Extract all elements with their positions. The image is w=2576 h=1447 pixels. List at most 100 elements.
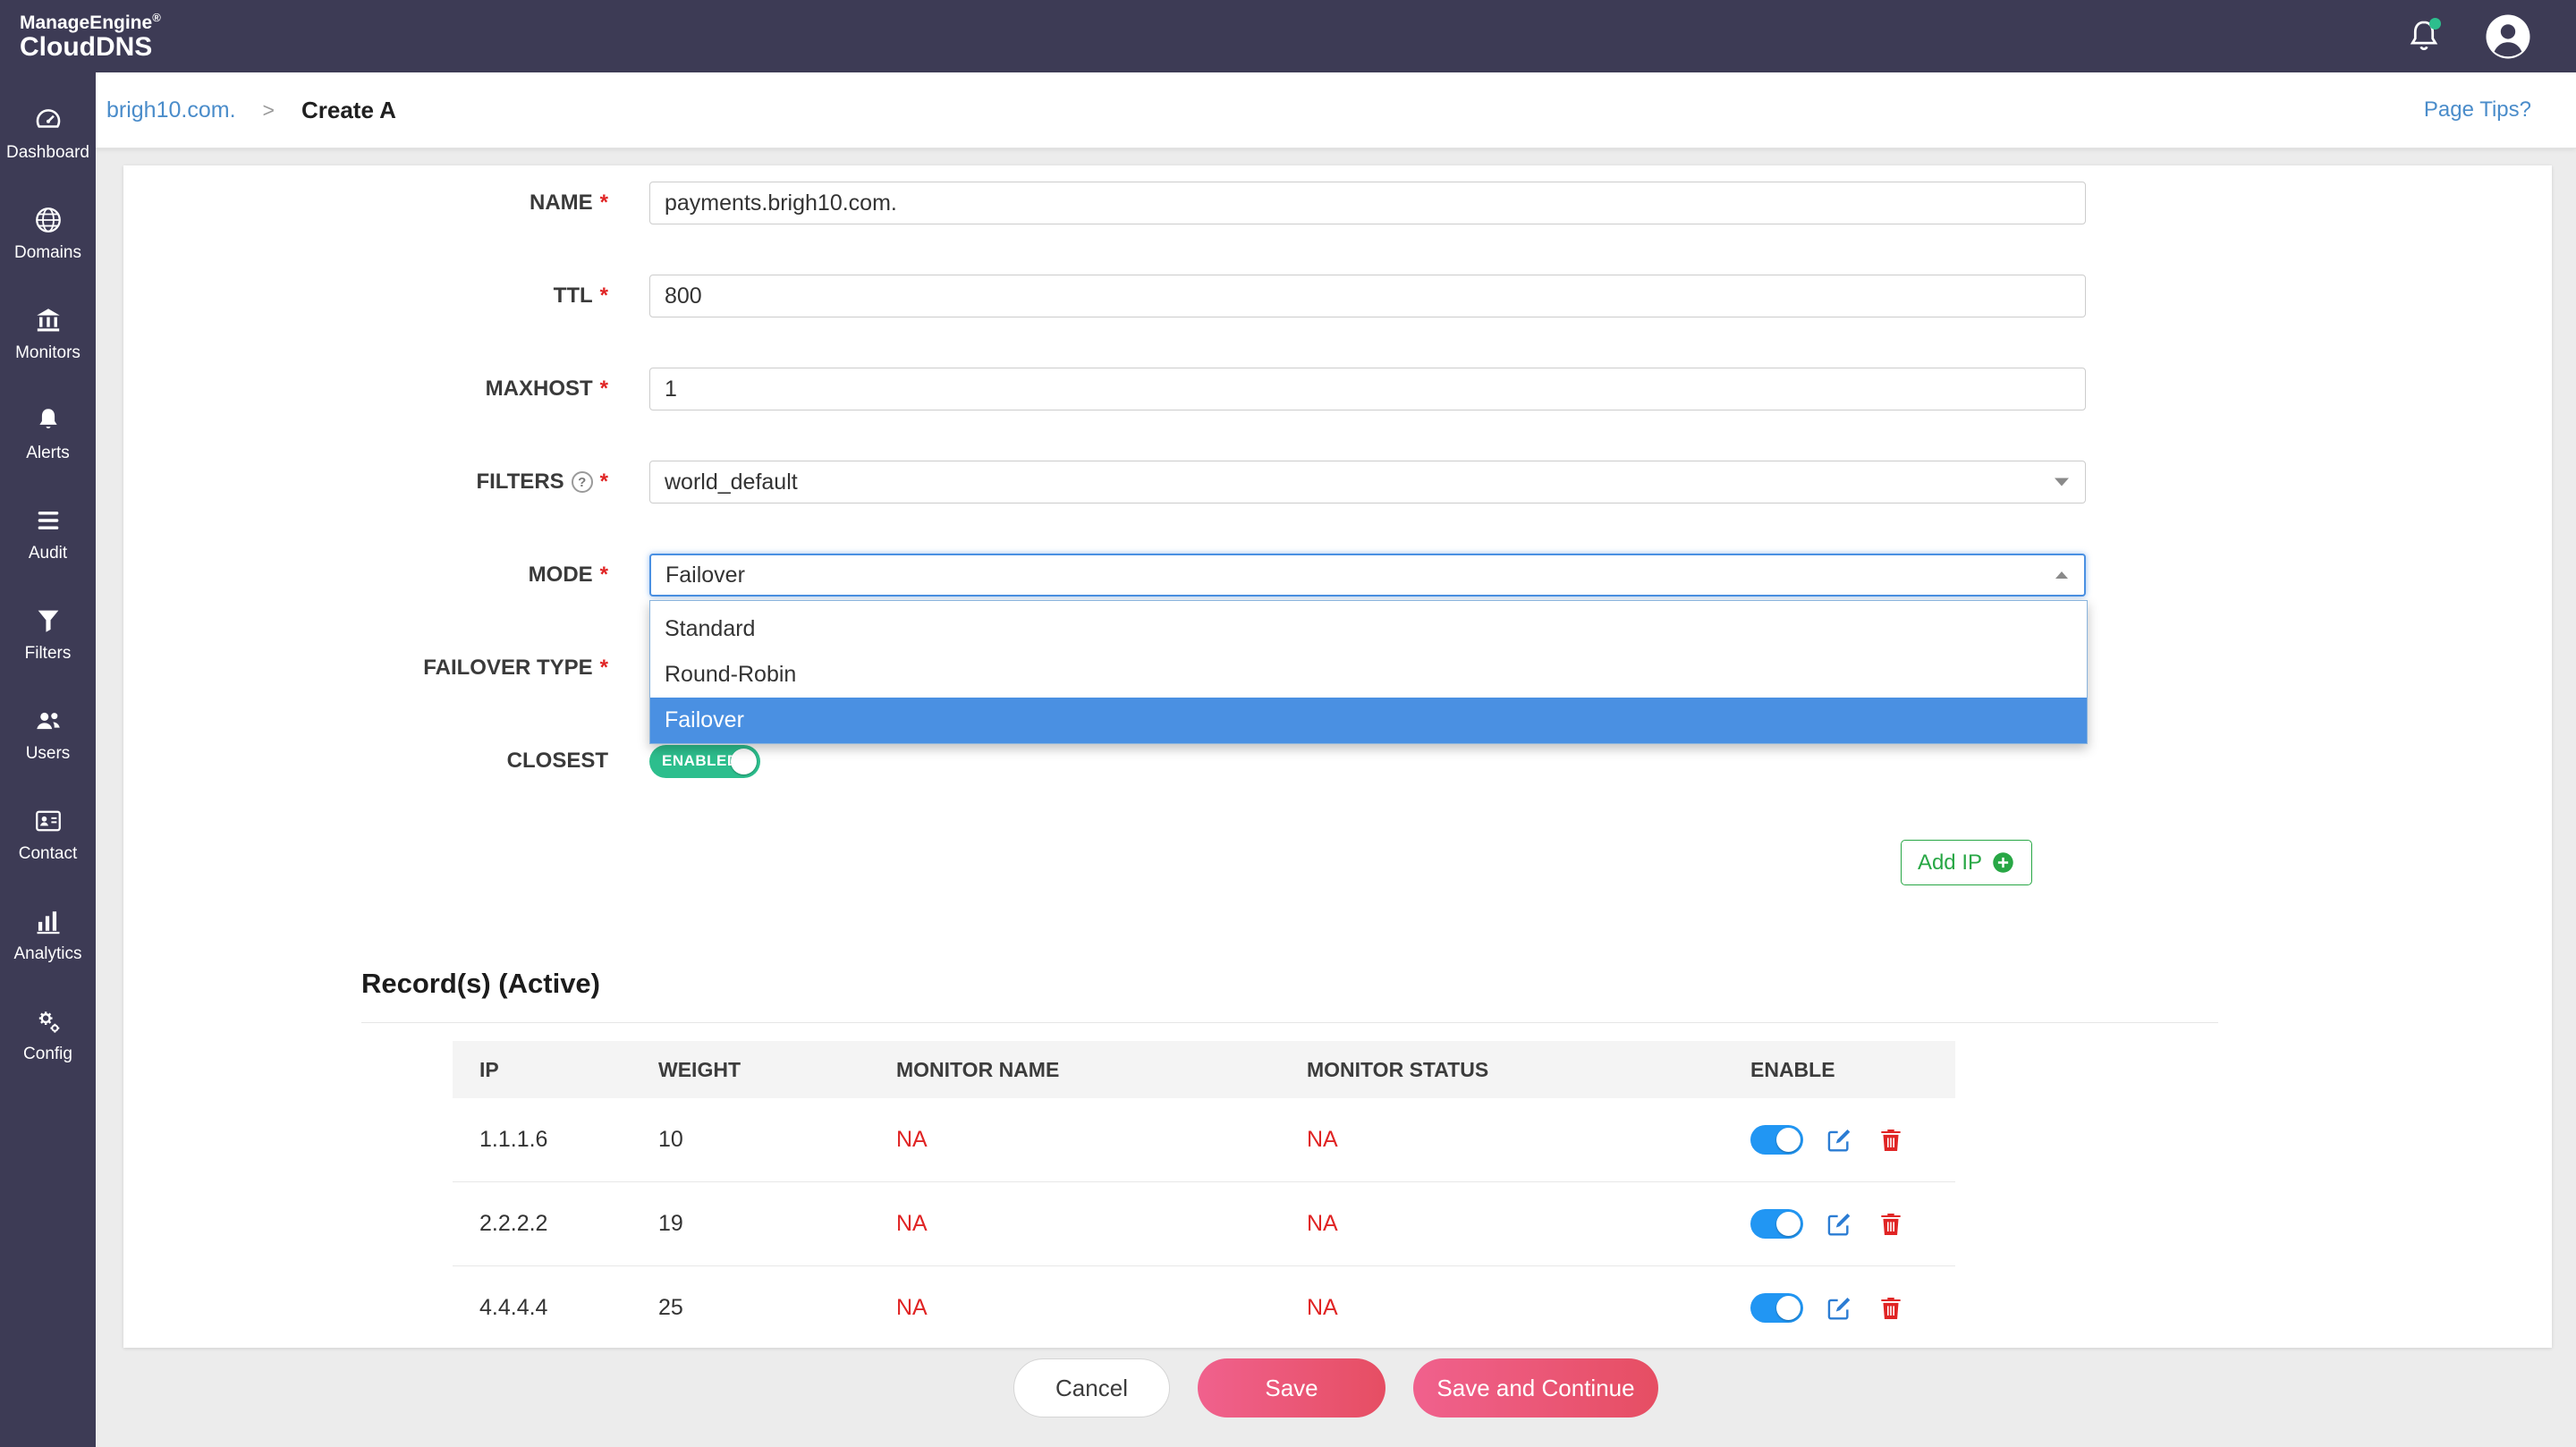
save-button[interactable]: Save — [1198, 1358, 1385, 1417]
sidebar-item-dashboard[interactable]: Dashboard — [0, 83, 96, 183]
monitor-icon — [36, 308, 60, 331]
column-header-enable: ENABLE — [1750, 1057, 1835, 1081]
sidebar: Dashboard Domains Monitors Alerts — [0, 72, 96, 1447]
plus-circle-icon — [1993, 852, 2013, 873]
config-gears-icon — [38, 1011, 59, 1033]
sidebar-item-audit[interactable]: Audit — [0, 484, 96, 584]
app-logo: ManageEngine® CloudDNS — [0, 11, 161, 62]
filters-label: FILTERS ? * — [476, 470, 608, 494]
product-name: CloudDNS — [20, 31, 153, 62]
main-content: NAME * TTL * MAXHOST * FILTERS ? * — [96, 148, 2576, 1447]
maxhost-field-row: MAXHOST * — [123, 368, 2552, 410]
record-enable-toggle[interactable] — [1750, 1293, 1803, 1323]
sidebar-item-label: Dashboard — [6, 142, 89, 162]
edit-icon[interactable] — [1823, 1124, 1855, 1156]
filter-funnel-icon — [38, 610, 58, 632]
sidebar-item-analytics[interactable]: Analytics — [0, 884, 96, 985]
record-enable-toggle[interactable] — [1750, 1209, 1803, 1239]
name-input[interactable] — [649, 182, 2086, 224]
sidebar-item-domains[interactable]: Domains — [0, 183, 96, 283]
filters-field-row: FILTERS ? * world_default — [123, 461, 2552, 503]
toggle-knob — [731, 748, 757, 774]
record-weight: 19 — [658, 1211, 683, 1236]
sidebar-item-label: Monitors — [15, 343, 80, 362]
record-monitor-name: NA — [896, 1295, 928, 1320]
sidebar-item-label: Users — [25, 743, 71, 763]
mode-label: MODE * — [528, 563, 608, 587]
sidebar-item-label: Domains — [14, 242, 81, 262]
table-header-row: IP WEIGHT MONITOR NAME MONITOR STATUS EN… — [453, 1041, 1955, 1098]
sidebar-item-config[interactable]: Config — [0, 985, 96, 1085]
users-icon — [36, 712, 60, 729]
dashboard-icon — [36, 108, 60, 128]
record-monitor-name: NA — [896, 1211, 928, 1236]
sidebar-item-users[interactable]: Users — [0, 684, 96, 784]
save-and-continue-button[interactable]: Save and Continue — [1413, 1358, 1658, 1417]
delete-icon[interactable] — [1875, 1124, 1907, 1156]
sidebar-item-label: Analytics — [13, 944, 82, 963]
sidebar-item-alerts[interactable]: Alerts — [0, 384, 96, 484]
failover-type-field-row: FAILOVER TYPE * — [123, 647, 2552, 690]
sidebar-item-label: Alerts — [26, 443, 70, 462]
edit-icon[interactable] — [1823, 1292, 1855, 1324]
mode-field-row: MODE * Failover Standard Round-Robin Fai… — [123, 554, 2552, 744]
sidebar-item-label: Audit — [28, 543, 68, 563]
closest-field-row: CLOSEST ENABLED — [123, 740, 2552, 783]
closest-toggle[interactable]: ENABLED — [649, 744, 760, 778]
mode-select[interactable]: Failover — [649, 554, 2086, 597]
required-marker: * — [599, 283, 608, 308]
table-row: 4.4.4.4 25 NA NA — [453, 1266, 1955, 1348]
filters-select[interactable]: world_default — [649, 461, 2086, 503]
mode-option-standard[interactable]: Standard — [665, 616, 756, 641]
mode-option-failover[interactable]: Failover — [650, 698, 2087, 743]
breadcrumb: brigh10.com. > Create A Page Tips? — [96, 72, 2576, 148]
delete-icon[interactable] — [1875, 1208, 1907, 1240]
notification-badge — [2429, 17, 2441, 30]
form-actions: Cancel Save Save and Continue — [96, 1358, 2576, 1417]
sidebar-item-monitors[interactable]: Monitors — [0, 283, 96, 384]
sidebar-item-filters[interactable]: Filters — [0, 584, 96, 684]
sidebar-item-label: Contact — [18, 843, 78, 863]
help-icon[interactable]: ? — [571, 471, 593, 493]
sidebar-item-label: Filters — [24, 643, 72, 663]
edit-icon[interactable] — [1823, 1208, 1855, 1240]
chevron-up-icon — [2055, 571, 2068, 579]
cancel-button[interactable]: Cancel — [1013, 1358, 1170, 1417]
delete-icon[interactable] — [1875, 1292, 1907, 1324]
record-ip: 1.1.1.6 — [479, 1127, 548, 1152]
sidebar-item-label: Config — [23, 1044, 72, 1063]
breadcrumb-separator: > — [262, 97, 275, 122]
audit-list-icon — [38, 511, 58, 529]
maxhost-input[interactable] — [649, 368, 2086, 410]
add-ip-button[interactable]: Add IP — [1900, 840, 2032, 885]
sidebar-item-contact[interactable]: Contact — [0, 784, 96, 884]
record-monitor-status: NA — [1307, 1295, 1338, 1320]
maxhost-label: MAXHOST * — [485, 377, 608, 401]
ttl-input[interactable] — [649, 275, 2086, 317]
topbar: ManageEngine® CloudDNS — [0, 0, 2576, 72]
mode-option-round-robin[interactable]: Round-Robin — [665, 662, 797, 687]
toggle-knob — [1776, 1128, 1801, 1152]
contact-card-icon — [35, 810, 61, 831]
failover-type-label: FAILOVER TYPE * — [423, 656, 608, 680]
table-row: 1.1.1.6 10 NA NA — [453, 1098, 1955, 1182]
record-monitor-name: NA — [896, 1127, 928, 1152]
section-divider — [361, 1022, 2218, 1023]
required-marker: * — [599, 656, 608, 680]
records-table: IP WEIGHT MONITOR NAME MONITOR STATUS EN… — [453, 1041, 1955, 1348]
closest-toggle-state: ENABLED — [662, 752, 739, 769]
analytics-chart-icon — [37, 910, 59, 934]
user-avatar[interactable] — [2483, 12, 2533, 62]
notifications-bell-icon[interactable] — [2404, 17, 2444, 56]
record-enable-toggle[interactable] — [1750, 1125, 1803, 1155]
brand-name: ManageEngine — [20, 12, 153, 33]
mode-dropdown-menu: Standard Round-Robin Failover — [649, 600, 2088, 744]
record-ip: 2.2.2.2 — [479, 1211, 548, 1236]
breadcrumb-domain-link[interactable]: brigh10.com. — [106, 97, 236, 123]
create-record-form-card: NAME * TTL * MAXHOST * FILTERS ? * — [123, 165, 2552, 1348]
page-tips-link[interactable]: Page Tips? — [2423, 97, 2531, 122]
required-marker: * — [599, 190, 608, 215]
globe-icon — [35, 207, 61, 233]
record-monitor-status: NA — [1307, 1127, 1338, 1152]
record-weight: 10 — [658, 1127, 683, 1152]
